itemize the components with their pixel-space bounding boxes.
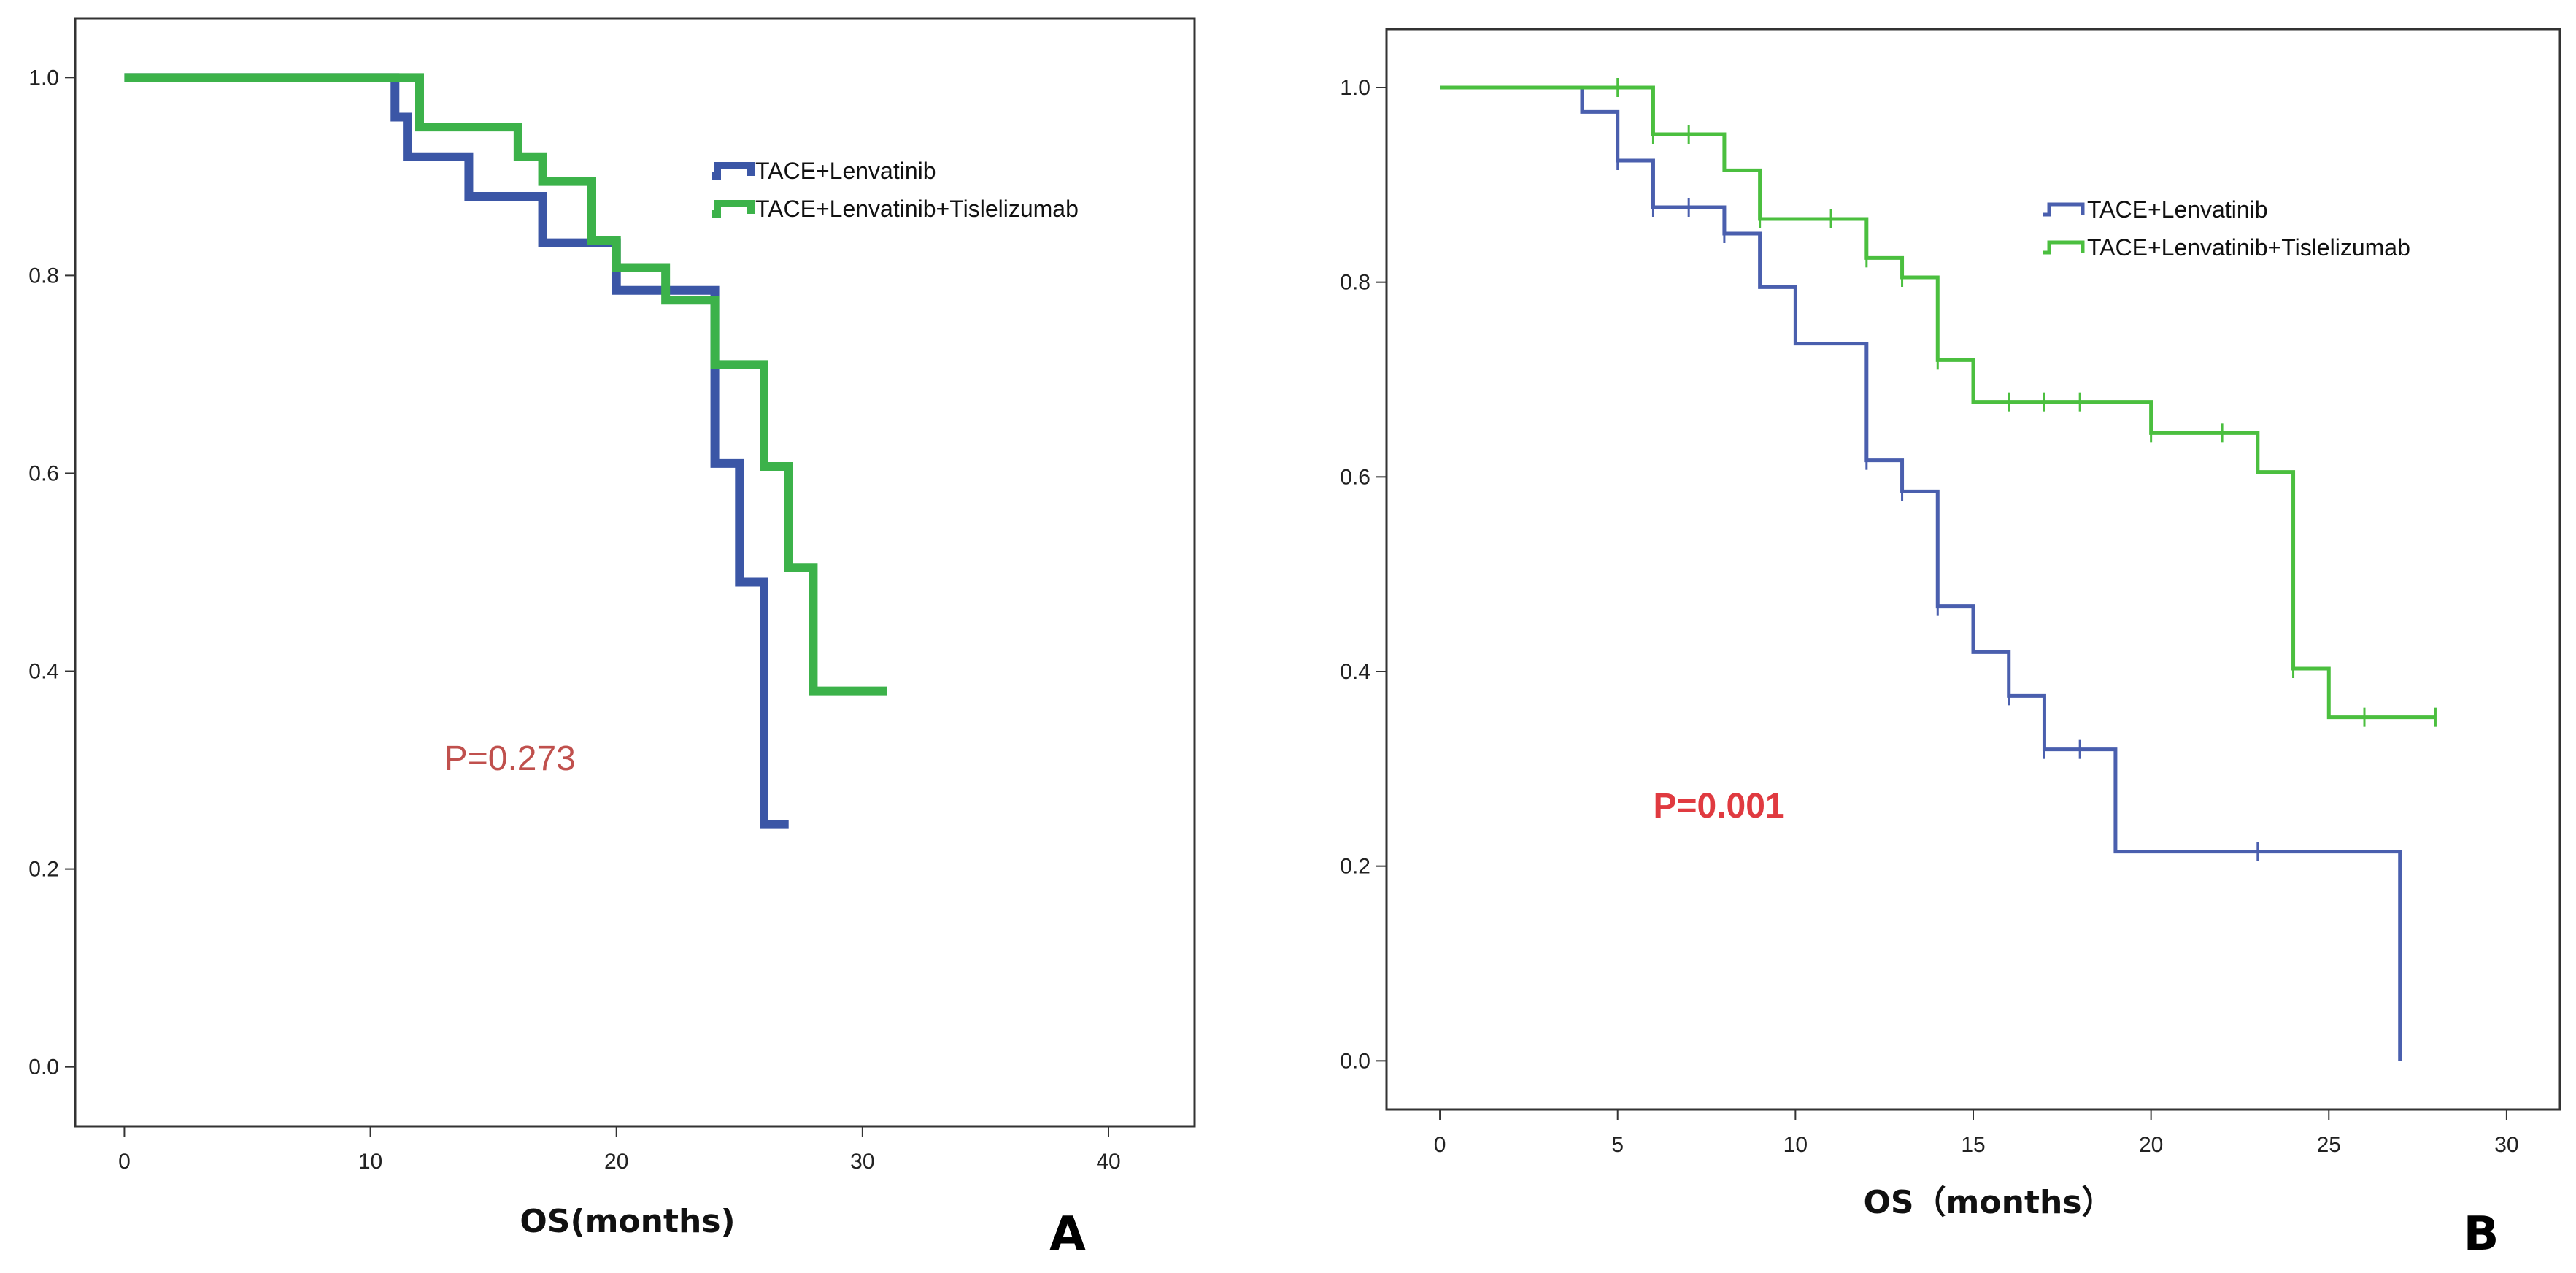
y-tick-label: 0.0 <box>1340 1049 1370 1073</box>
survival-curve-tace-lenvatinib-tislelizumab <box>124 73 887 696</box>
y-tick-label: 0.2 <box>1340 855 1370 879</box>
x-tick-label: 20 <box>604 1150 628 1174</box>
x-tick-label: 0 <box>118 1150 131 1174</box>
panel-a-ticks: 0 10 20 30 40 0.0 0.2 0.4 0.6 0.8 1.0 <box>28 66 1120 1174</box>
survival-curve-tace-lenvatinib <box>124 73 789 829</box>
y-tick-label: 0.4 <box>28 660 59 684</box>
panel-b-legend: TACE+Lenvatinib TACE+Lenvatinib+Tislelizu… <box>2043 196 2410 261</box>
y-tick-label: 0.6 <box>28 461 59 485</box>
panel-a-p-value: P=0.273 <box>444 739 576 778</box>
panel-b-label: B <box>2464 1207 2499 1261</box>
y-tick-label: 1.0 <box>1340 76 1370 100</box>
panel-b-ticks: 0 5 10 15 20 25 30 0.0 0.2 0.4 0.6 0.8 1.0 <box>1340 76 2518 1157</box>
panel-b-p-value: P=0.001 <box>1653 787 1784 826</box>
panel-a-x-axis-label: OS(months) <box>520 1203 735 1240</box>
y-tick-label: 0.6 <box>1340 465 1370 489</box>
survival-curve-tace-lenvatinib-tislelizumab <box>1440 85 2436 720</box>
legend-swatch <box>712 162 755 180</box>
x-tick-label: 25 <box>2317 1133 2341 1157</box>
legend-swatch <box>2043 202 2085 217</box>
legend-label: TACE+Lenvatinib <box>755 158 936 184</box>
panel-a-label: A <box>1049 1207 1086 1261</box>
panel-b: 0 5 10 15 20 25 30 0.0 0.2 0.4 0.6 0.8 1.0 TACE+Lenv… <box>1340 28 2561 1261</box>
y-tick-label: 0.8 <box>28 264 59 288</box>
y-tick-label: 1.0 <box>28 66 59 90</box>
y-tick-label: 0.4 <box>1340 660 1370 684</box>
panel-b-plot-frame <box>1385 28 2561 1111</box>
legend-label: TACE+Lenvatinib+Tislelizumab <box>2087 234 2410 261</box>
x-tick-label: 30 <box>850 1150 874 1174</box>
panel-a: 0 10 20 30 40 0.0 0.2 0.4 0.6 0.8 1.0 TACE+Lenvati… <box>28 17 1196 1261</box>
legend-label: TACE+Lenvatinib+Tislelizumab <box>755 196 1079 222</box>
panel-a-series <box>124 73 887 829</box>
panel-a-plot-frame <box>74 17 1196 1128</box>
x-tick-label: 30 <box>2494 1133 2518 1157</box>
y-tick-label: 0.0 <box>28 1055 59 1080</box>
legend-label: TACE+Lenvatinib <box>2087 196 2268 223</box>
x-tick-label: 10 <box>1783 1133 1808 1157</box>
panel-b-x-axis-label: OS（months） <box>1863 1184 2113 1221</box>
panel-b-series <box>1440 78 2437 1061</box>
x-tick-label: 15 <box>1961 1133 1985 1157</box>
legend-swatch <box>2043 240 2085 255</box>
x-tick-label: 40 <box>1096 1150 1120 1174</box>
legend-swatch <box>712 200 755 218</box>
x-tick-label: 0 <box>1434 1133 1446 1157</box>
y-tick-label: 0.8 <box>1340 271 1370 295</box>
y-tick-label: 0.2 <box>28 858 59 882</box>
panel-a-legend: TACE+Lenvatinib TACE+Lenvatinib+Tislelizu… <box>712 158 1079 222</box>
x-tick-label: 10 <box>358 1150 382 1174</box>
x-tick-label: 5 <box>1611 1133 1624 1157</box>
x-tick-label: 20 <box>2139 1133 2163 1157</box>
